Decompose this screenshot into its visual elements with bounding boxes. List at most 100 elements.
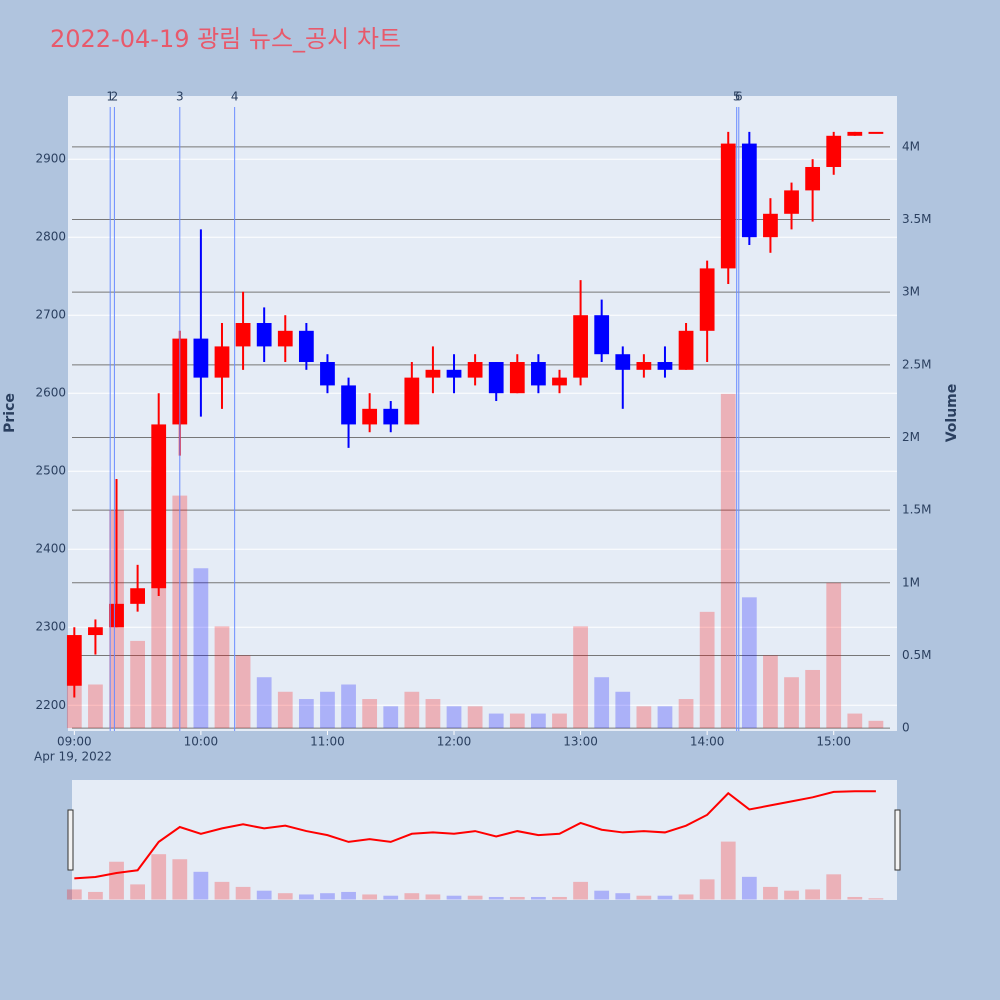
- volume-bar: [488, 713, 504, 729]
- y-tick-label: 2900: [35, 152, 66, 166]
- candle-body: [362, 408, 378, 425]
- candle-body: [552, 377, 567, 386]
- range-slider[interactable]: [72, 780, 897, 900]
- candle-body: [868, 131, 884, 134]
- volume-bar: [868, 720, 884, 729]
- mini-volume: [657, 895, 673, 900]
- volume-bar: [193, 568, 209, 729]
- candle-body: [425, 369, 441, 378]
- mini-volume: [66, 889, 82, 900]
- mini-volume: [636, 895, 652, 900]
- candle-body: [193, 338, 209, 378]
- volume-bar: [552, 713, 567, 729]
- volume-bar: [362, 699, 378, 729]
- volume-bar: [784, 677, 799, 729]
- y2-tick-label: 4M: [902, 139, 920, 153]
- volume-bar: [636, 706, 652, 729]
- mini-volume: [509, 896, 525, 900]
- news-label: 4: [231, 90, 239, 104]
- candle-body: [531, 362, 546, 386]
- candle-body: [446, 369, 462, 378]
- candle-body: [763, 213, 778, 238]
- volume-bar: [298, 699, 314, 729]
- volume-bar: [467, 706, 483, 729]
- y-tick-label: 2800: [35, 230, 66, 244]
- news-label: 3: [176, 90, 184, 104]
- x-tick-label: 11:00: [310, 735, 345, 749]
- candle-body: [509, 362, 525, 394]
- mini-volume: [847, 896, 863, 900]
- mini-volume: [488, 896, 504, 900]
- mini-volume: [277, 893, 293, 900]
- y2-axis-title: Volume: [944, 384, 960, 443]
- range-handle[interactable]: [67, 809, 74, 871]
- volume-bar: [657, 706, 673, 729]
- candle-body: [88, 627, 103, 636]
- x-tick-label: 09:00: [57, 735, 92, 749]
- plot-area: [68, 96, 897, 731]
- x-tick-label: 10:00: [184, 735, 219, 749]
- candle-body: [467, 362, 483, 378]
- mini-volume: [763, 886, 778, 900]
- volume-bar: [594, 677, 610, 729]
- candle-body: [320, 362, 335, 386]
- volume-bar: [277, 691, 293, 729]
- mini-volume: [678, 894, 694, 900]
- mini-volume: [699, 879, 715, 900]
- candle-body: [214, 346, 230, 378]
- volume-bar: [678, 699, 694, 729]
- candle-body: [594, 315, 610, 355]
- candle-body: [383, 408, 399, 425]
- news-label: 6: [735, 90, 743, 104]
- candle-body: [699, 268, 715, 331]
- volume-bar: [341, 684, 356, 729]
- y-tick-label: 2600: [35, 386, 66, 400]
- y2-tick-label: 0.5M: [902, 648, 931, 662]
- mini-volume: [826, 874, 842, 900]
- volume-bar: [383, 706, 399, 729]
- y-tick-label: 2500: [35, 464, 66, 478]
- range-handle[interactable]: [894, 809, 901, 871]
- y-tick-label: 2300: [35, 620, 66, 634]
- mini-volume: [130, 884, 145, 900]
- volume-bar: [847, 713, 863, 729]
- y-tick-label: 2400: [35, 542, 66, 556]
- volume-bar: [826, 582, 842, 729]
- news-label: 5: [733, 90, 741, 104]
- mini-volume: [109, 861, 124, 900]
- y2-tick-label: 3M: [902, 285, 920, 299]
- mini-volume: [235, 886, 251, 900]
- volume-bar: [615, 691, 631, 729]
- mini-volume: [805, 889, 821, 900]
- candle-body: [636, 362, 652, 370]
- x-tick-label: 14:00: [690, 735, 725, 749]
- volume-bar: [425, 699, 441, 729]
- candle-body: [784, 190, 799, 214]
- mini-volume: [552, 896, 567, 900]
- volume-bar: [404, 691, 420, 729]
- volume-bar: [88, 684, 103, 729]
- candle-body: [66, 635, 82, 686]
- mini-volume: [341, 891, 356, 900]
- candle-body: [256, 323, 272, 347]
- y2-tick-label: 0: [902, 721, 910, 735]
- y-tick-label: 2700: [35, 308, 66, 322]
- mini-volume: [467, 895, 483, 900]
- volume-bar: [446, 706, 462, 729]
- candle-body: [130, 588, 145, 604]
- mini-volume: [425, 894, 441, 900]
- volume-bar: [763, 655, 778, 729]
- mini-volume: [383, 895, 399, 900]
- mini-volume: [214, 881, 230, 900]
- volume-bar: [805, 669, 821, 729]
- candle-body: [720, 143, 736, 269]
- mini-volume: [172, 859, 188, 900]
- volume-bar: [741, 597, 757, 729]
- mini-volume: [88, 891, 103, 900]
- mini-volume: [404, 893, 420, 900]
- candle-body: [741, 143, 757, 238]
- y2-tick-label: 3.5M: [902, 212, 931, 226]
- mini-volume: [151, 854, 167, 900]
- volume-bar: [130, 640, 145, 729]
- candle-body: [235, 323, 251, 347]
